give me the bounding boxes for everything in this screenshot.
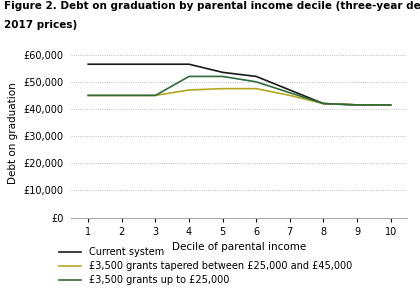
£3,500 grants up to £25,000 (287, 91, 292, 95)
£3,500 grants up to £25,000 (321, 102, 326, 105)
£3,500 grants up to £25,000 (254, 80, 259, 84)
Line: £3,500 grants tapered between £25,000 and £45,000: £3,500 grants tapered between £25,000 an… (88, 89, 391, 105)
X-axis label: Decile of parental income: Decile of parental income (172, 242, 307, 252)
Legend: Current system, £3,500 grants tapered between £25,000 and £45,000, £3,500 grants: Current system, £3,500 grants tapered be… (60, 247, 352, 285)
£3,500 grants tapered between £25,000 and £45,000 (220, 87, 225, 90)
Current system (153, 62, 158, 66)
Text: 2017 prices): 2017 prices) (4, 20, 77, 30)
Current system (186, 62, 192, 66)
Current system (321, 102, 326, 105)
Text: Figure 2. Debt on graduation by parental income decile (three-year degrees only): Figure 2. Debt on graduation by parental… (4, 1, 420, 11)
Current system (354, 103, 360, 107)
£3,500 grants tapered between £25,000 and £45,000 (153, 94, 158, 97)
£3,500 grants up to £25,000 (86, 94, 91, 97)
£3,500 grants up to £25,000 (119, 94, 124, 97)
£3,500 grants tapered between £25,000 and £45,000 (119, 94, 124, 97)
£3,500 grants tapered between £25,000 and £45,000 (186, 88, 192, 92)
£3,500 grants up to £25,000 (388, 103, 393, 107)
Y-axis label: Debt on graduation: Debt on graduation (8, 83, 18, 184)
£3,500 grants tapered between £25,000 and £45,000 (354, 103, 360, 107)
£3,500 grants tapered between £25,000 and £45,000 (287, 94, 292, 97)
£3,500 grants up to £25,000 (153, 94, 158, 97)
Current system (220, 71, 225, 74)
Current system (388, 103, 393, 107)
Line: £3,500 grants up to £25,000: £3,500 grants up to £25,000 (88, 77, 391, 105)
Current system (287, 88, 292, 92)
£3,500 grants tapered between £25,000 and £45,000 (254, 87, 259, 90)
Line: Current system: Current system (88, 64, 391, 105)
£3,500 grants tapered between £25,000 and £45,000 (86, 94, 91, 97)
Current system (119, 62, 124, 66)
£3,500 grants up to £25,000 (354, 103, 360, 107)
£3,500 grants tapered between £25,000 and £45,000 (388, 103, 393, 107)
£3,500 grants tapered between £25,000 and £45,000 (321, 102, 326, 105)
Current system (86, 62, 91, 66)
Current system (254, 75, 259, 78)
£3,500 grants up to £25,000 (220, 75, 225, 78)
£3,500 grants up to £25,000 (186, 75, 192, 78)
